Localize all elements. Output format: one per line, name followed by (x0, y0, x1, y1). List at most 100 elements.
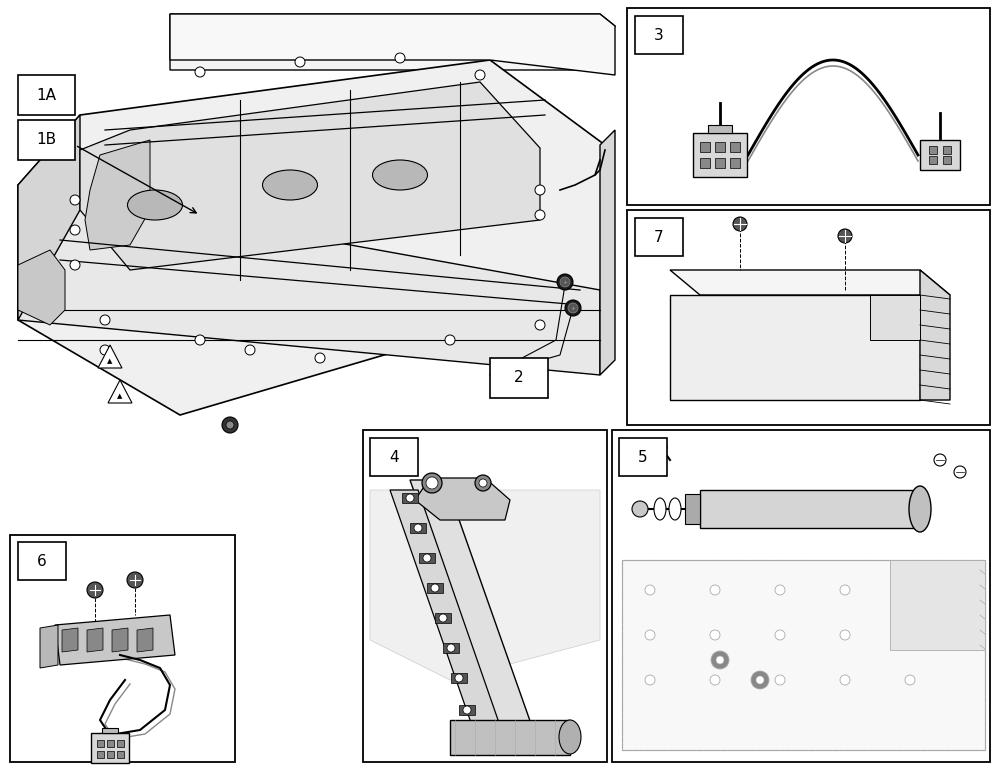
Bar (635, 218, 683, 256)
Polygon shape (870, 295, 920, 340)
Circle shape (195, 67, 205, 77)
Circle shape (422, 473, 442, 493)
Polygon shape (55, 615, 175, 665)
Circle shape (426, 477, 438, 489)
Polygon shape (427, 583, 443, 593)
Circle shape (535, 185, 545, 195)
Polygon shape (435, 613, 451, 623)
Polygon shape (451, 673, 467, 683)
Circle shape (395, 53, 405, 63)
Circle shape (315, 353, 325, 363)
Polygon shape (443, 643, 459, 653)
Polygon shape (102, 728, 118, 733)
Polygon shape (85, 140, 150, 250)
Polygon shape (370, 490, 600, 680)
Circle shape (455, 674, 463, 682)
Circle shape (840, 585, 850, 595)
Polygon shape (700, 142, 710, 152)
Polygon shape (116, 750, 124, 757)
Circle shape (905, 675, 915, 685)
Circle shape (127, 572, 143, 588)
Bar (363, 430, 607, 762)
Ellipse shape (559, 720, 581, 754)
Polygon shape (419, 553, 435, 563)
Circle shape (954, 466, 966, 478)
Circle shape (195, 335, 205, 345)
Circle shape (905, 585, 915, 595)
Bar (619, 438, 667, 476)
Polygon shape (18, 185, 600, 375)
Circle shape (295, 57, 305, 67)
Circle shape (653, 440, 667, 454)
Polygon shape (730, 142, 740, 152)
Circle shape (838, 229, 852, 243)
Circle shape (535, 210, 545, 220)
Polygon shape (106, 740, 114, 747)
Circle shape (632, 501, 648, 517)
Circle shape (414, 524, 422, 532)
Circle shape (711, 651, 729, 669)
Polygon shape (920, 270, 950, 400)
Circle shape (710, 630, 720, 640)
Circle shape (100, 345, 110, 355)
Circle shape (70, 225, 80, 235)
Bar (612, 430, 990, 762)
Bar (635, 16, 683, 54)
Polygon shape (96, 740, 104, 747)
Polygon shape (91, 733, 129, 763)
Polygon shape (112, 628, 128, 652)
Polygon shape (670, 270, 950, 295)
Polygon shape (600, 130, 615, 375)
Ellipse shape (128, 190, 182, 220)
Ellipse shape (669, 498, 681, 520)
Circle shape (479, 479, 487, 487)
Circle shape (445, 335, 455, 345)
Text: 1B: 1B (36, 133, 57, 147)
Polygon shape (170, 14, 615, 75)
Circle shape (560, 277, 570, 287)
Circle shape (775, 675, 785, 685)
Polygon shape (715, 142, 725, 152)
Polygon shape (943, 147, 951, 154)
Polygon shape (693, 133, 747, 177)
Polygon shape (87, 628, 103, 652)
Circle shape (716, 656, 724, 664)
Bar (490, 358, 548, 398)
Circle shape (840, 630, 850, 640)
Circle shape (70, 195, 80, 205)
Ellipse shape (909, 486, 931, 532)
Polygon shape (700, 158, 710, 168)
Polygon shape (410, 480, 535, 735)
Bar (627, 210, 990, 425)
Circle shape (645, 675, 655, 685)
Ellipse shape (262, 170, 318, 200)
Circle shape (645, 630, 655, 640)
Polygon shape (98, 345, 122, 368)
Polygon shape (18, 115, 80, 320)
Polygon shape (929, 157, 937, 164)
Polygon shape (106, 750, 114, 757)
Bar (627, 8, 990, 205)
Polygon shape (459, 705, 475, 715)
Circle shape (840, 675, 850, 685)
Bar (18, 75, 75, 115)
Text: 3: 3 (654, 28, 664, 42)
Text: ▲: ▲ (107, 358, 113, 364)
Circle shape (775, 585, 785, 595)
Polygon shape (670, 295, 920, 400)
Circle shape (710, 585, 720, 595)
Polygon shape (929, 147, 937, 154)
Polygon shape (18, 250, 65, 325)
Circle shape (710, 675, 720, 685)
Bar (18, 120, 75, 160)
Circle shape (733, 217, 747, 231)
Circle shape (568, 303, 578, 313)
Text: 4: 4 (389, 449, 399, 465)
Bar (18, 542, 66, 580)
Circle shape (756, 676, 764, 684)
Text: +: + (563, 279, 567, 285)
Text: 6: 6 (37, 554, 47, 568)
Circle shape (475, 70, 485, 80)
Polygon shape (96, 750, 104, 757)
Circle shape (226, 421, 234, 429)
